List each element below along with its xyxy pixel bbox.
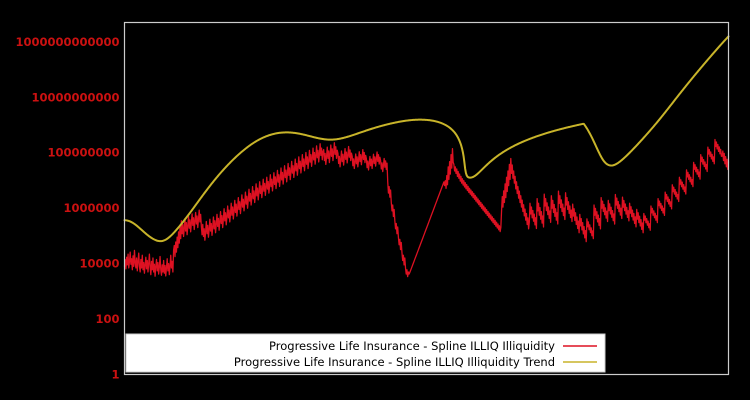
legend-background [125, 333, 606, 373]
series-layer [123, 35, 730, 278]
y-tick-label: 1000000000000 [15, 35, 119, 49]
plot-frame [123, 21, 730, 376]
y-tick-label: 10000 [79, 257, 119, 271]
series-illiquidity-trend [123, 35, 730, 243]
y-tick-label: 100000000 [47, 146, 119, 160]
series-illiquidity [123, 138, 730, 278]
chart-legend: Progressive Life Insurance - Spline ILLI… [125, 333, 606, 373]
y-tick-label: 10000000000 [31, 90, 119, 104]
y-axis-tick-labels: 1000000000000 10000000000 100000000 1000000… [15, 35, 119, 382]
y-tick-label: 1000000 [63, 201, 119, 215]
legend-label: Progressive Life Insurance - Spline ILLI… [234, 355, 555, 369]
legend-label: Progressive Life Insurance - Spline ILLI… [269, 339, 555, 353]
y-tick-label: 1 [111, 368, 119, 382]
y-tick-label: 100 [95, 312, 119, 326]
